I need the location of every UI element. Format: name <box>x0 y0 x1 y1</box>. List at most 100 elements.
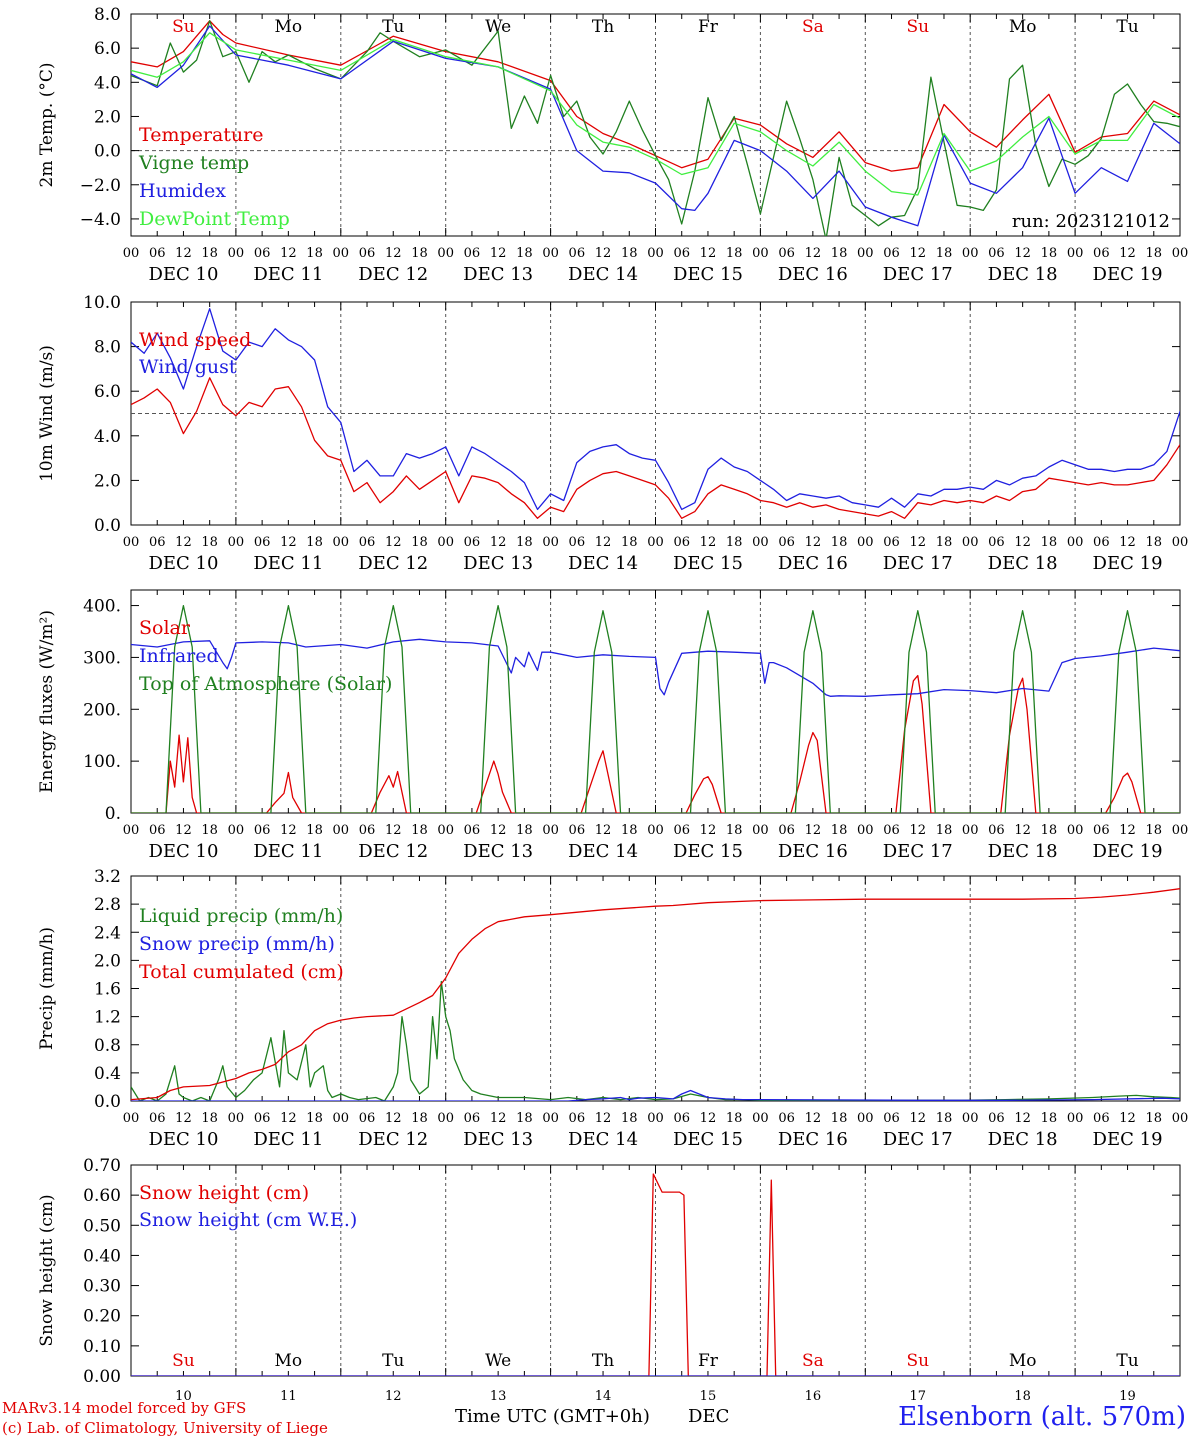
precip-hour-label: 18 <box>306 1111 323 1126</box>
precip-y-tick-label: 1.6 <box>94 980 121 1000</box>
precip-hour-label: 00 <box>542 1111 559 1126</box>
temperature-run-annotation: run: 2023121012 <box>1012 211 1170 232</box>
top-of-atmosphere-solar-line <box>131 604 1180 813</box>
wind-hour-label: 00 <box>333 535 350 550</box>
temperature-hour-label: 00 <box>647 246 664 261</box>
temperature-date-label: DEC 12 <box>358 264 428 285</box>
wind-y-tick-label: 10.0 <box>83 293 121 313</box>
energy-flux-y-tick-label: 0. <box>105 804 121 824</box>
energy-flux-hour-label: 00 <box>1172 823 1189 838</box>
precip-hour-label: 18 <box>516 1111 533 1126</box>
precip-hour-label: 06 <box>254 1111 271 1126</box>
wind-y-axis-label: 10m Wind (m/s) <box>37 345 57 482</box>
precip-date-label: DEC 12 <box>358 1129 428 1150</box>
temperature-legend: Temperature <box>139 124 263 146</box>
wind-hour-label: 00 <box>752 535 769 550</box>
humidex-legend: Humidex <box>139 180 226 202</box>
temperature-hour-label: 12 <box>1014 246 1031 261</box>
temperature-hour-label: 00 <box>1067 246 1084 261</box>
snow-height-y-tick-label: 0.50 <box>83 1216 121 1236</box>
snow-height-y-tick-label: 0.00 <box>83 1367 121 1387</box>
wind-speed-legend: Wind speed <box>139 329 251 351</box>
precip-hour-label: 00 <box>437 1111 454 1126</box>
energy-flux-hour-label: 06 <box>464 823 481 838</box>
model-credit-line2: (c) Lab. of Climatology, University of L… <box>2 1419 328 1437</box>
wind-date-label: DEC 11 <box>253 553 323 574</box>
snow-height-day-number: 13 <box>490 1389 507 1404</box>
snow-height-cm-w-e-legend: Snow height (cm W.E.) <box>139 1209 357 1231</box>
energy-flux-date-label: DEC 10 <box>148 841 218 862</box>
snow-height-weekday-label: Tu <box>382 1351 404 1371</box>
temperature-date-label: DEC 14 <box>568 264 638 285</box>
wind-hour-label: 18 <box>516 535 533 550</box>
energy-flux-date-label: DEC 11 <box>253 841 323 862</box>
wind-hour-label: 12 <box>1119 535 1136 550</box>
snow-height-y-tick-label: 0.20 <box>83 1307 121 1327</box>
precip-hour-label: 18 <box>201 1111 218 1126</box>
energy-flux-hour-label: 00 <box>228 823 245 838</box>
precip-hour-label: 12 <box>175 1111 192 1126</box>
temperature-date-label: DEC 17 <box>883 264 953 285</box>
temperature-hour-label: 06 <box>254 246 271 261</box>
snow-height-series-group <box>131 1173 1180 1376</box>
precip-hour-label: 12 <box>280 1111 297 1126</box>
temperature-hour-label: 06 <box>883 246 900 261</box>
wind-y-tick-label: 8.0 <box>94 338 121 358</box>
wind-date-label: DEC 18 <box>988 553 1058 574</box>
temperature-y-axis-label: 2m Temp. (°C) <box>37 62 57 187</box>
temperature-hour-label: 06 <box>673 246 690 261</box>
wind-date-label: DEC 16 <box>778 553 848 574</box>
energy-flux-date-label: DEC 18 <box>988 841 1058 862</box>
temperature-hour-label: 12 <box>909 246 926 261</box>
temperature-hour-label: 00 <box>123 246 140 261</box>
precip-hour-label: 18 <box>831 1111 848 1126</box>
energy-flux-hour-label: 06 <box>673 823 690 838</box>
temperature-date-label: DEC 15 <box>673 264 743 285</box>
energy-flux-hour-label: 06 <box>988 823 1005 838</box>
temperature-hour-label: 18 <box>726 246 743 261</box>
wind-hour-label: 00 <box>437 535 454 550</box>
energy-flux-hour-label: 00 <box>333 823 350 838</box>
wind-date-label: DEC 13 <box>463 553 533 574</box>
wind-hour-label: 06 <box>988 535 1005 550</box>
temperature-hour-label: 00 <box>542 246 559 261</box>
precip-hour-label: 12 <box>385 1111 402 1126</box>
snow-height-weekday-label: Su <box>172 1351 195 1371</box>
precip-hour-label: 06 <box>778 1111 795 1126</box>
temperature-weekday-label: Fr <box>698 17 719 37</box>
snow-height-y-tick-label: 0.40 <box>83 1246 121 1266</box>
energy-flux-hour-label: 12 <box>1014 823 1031 838</box>
temperature-hour-label: 18 <box>936 246 953 261</box>
wind-hour-label: 06 <box>464 535 481 550</box>
wind-gust-legend: Wind gust <box>139 356 237 378</box>
dewpoint-temp-line <box>131 32 1180 196</box>
temperature-hour-label: 12 <box>595 246 612 261</box>
energy-flux-hour-label: 18 <box>306 823 323 838</box>
snow-height-day-number: 15 <box>700 1389 717 1404</box>
vigne-temp-legend: Vigne temp <box>138 152 249 174</box>
energy-flux-hour-label: 06 <box>254 823 271 838</box>
temperature-date-label: DEC 19 <box>1093 264 1163 285</box>
energy-flux-hour-label: 18 <box>516 823 533 838</box>
snow-height-day-number: 10 <box>175 1389 192 1404</box>
temperature-hour-label: 00 <box>752 246 769 261</box>
temperature-weekday-label: Tu <box>382 17 404 37</box>
snow-height-day-number: 14 <box>595 1389 612 1404</box>
temperature-hour-label: 12 <box>490 246 507 261</box>
wind-date-label: DEC 12 <box>358 553 428 574</box>
precip-date-label: DEC 19 <box>1093 1129 1163 1150</box>
temperature-weekday-label: We <box>485 17 511 37</box>
snow-height-panel: 0.70 0.60 0.50 0.40 0.30 0.20 0.10 0.00 Snow hei… <box>37 1156 1181 1404</box>
dewpoint-temp-legend: DewPoint Temp <box>139 208 290 230</box>
wind-date-label: DEC 15 <box>673 553 743 574</box>
precip-hour-label: 12 <box>1119 1111 1136 1126</box>
wind-hour-label: 12 <box>805 535 822 550</box>
station-name: Elsenborn (alt. 570m) <box>898 1402 1186 1432</box>
snow-height-weekday-label: We <box>485 1351 511 1371</box>
wind-date-label: DEC 14 <box>568 553 638 574</box>
temperature-hour-label: 00 <box>333 246 350 261</box>
wind-date-label: DEC 19 <box>1093 553 1163 574</box>
wind-hour-label: 00 <box>228 535 245 550</box>
wind-hour-label: 12 <box>1014 535 1031 550</box>
precip-date-label: DEC 11 <box>253 1129 323 1150</box>
